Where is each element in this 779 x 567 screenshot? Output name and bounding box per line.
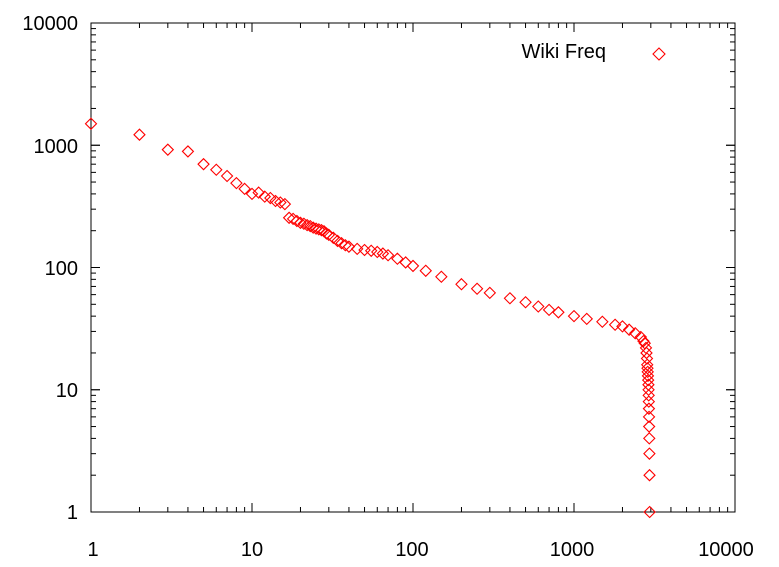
data-point xyxy=(634,330,648,344)
y-tick-label: 1000 xyxy=(34,136,79,158)
x-tick-label: 100 xyxy=(395,539,428,561)
series-points xyxy=(84,117,656,519)
data-point xyxy=(320,227,333,240)
data-point xyxy=(278,197,292,211)
x-tick-label: 1000 xyxy=(550,539,595,561)
data-point xyxy=(381,248,395,262)
y-tick-label: 100 xyxy=(45,258,78,280)
data-point xyxy=(350,242,364,256)
data-point xyxy=(470,282,484,296)
data-point xyxy=(643,505,656,519)
data-point xyxy=(519,295,532,309)
data-point xyxy=(503,292,517,305)
y-axis-tick-labels: 1 10 100 1000 10000 xyxy=(22,13,78,524)
plot-frame xyxy=(90,22,736,513)
data-point xyxy=(643,432,656,445)
x-axis-tick-labels: 1 10 100 1000 10000 xyxy=(87,539,753,561)
legend: Wiki Freq xyxy=(522,41,666,63)
data-point xyxy=(245,187,259,201)
data-point xyxy=(637,334,650,348)
data-point xyxy=(230,176,243,190)
data-point xyxy=(455,277,468,291)
legend-label: Wiki Freq xyxy=(522,41,606,63)
data-point xyxy=(274,196,287,209)
x-tick-label: 10 xyxy=(241,539,263,561)
data-point xyxy=(483,286,497,300)
data-point xyxy=(300,218,314,232)
axis-ticks xyxy=(90,22,736,513)
data-point xyxy=(335,236,348,250)
data-point xyxy=(84,117,98,131)
data-point xyxy=(643,468,656,482)
data-point xyxy=(419,264,433,278)
data-point xyxy=(641,365,654,379)
data-point xyxy=(391,252,404,265)
data-point xyxy=(642,402,656,415)
data-point xyxy=(181,145,195,158)
data-point xyxy=(640,346,653,360)
data-point xyxy=(303,219,317,233)
data-point xyxy=(133,128,146,141)
data-point xyxy=(238,182,251,196)
data-point xyxy=(197,157,210,171)
data-point xyxy=(567,309,581,323)
data-point xyxy=(642,410,656,424)
data-point xyxy=(406,259,420,273)
data-point xyxy=(622,323,636,336)
data-point xyxy=(342,240,356,253)
data-point xyxy=(376,247,390,260)
data-point xyxy=(290,214,304,228)
data-point xyxy=(580,312,594,326)
data-point xyxy=(331,234,344,248)
data-point xyxy=(641,369,655,383)
data-point xyxy=(399,256,412,269)
x-tick-label: 10000 xyxy=(698,539,754,561)
data-point xyxy=(616,320,629,333)
data-point xyxy=(282,211,296,225)
data-point xyxy=(642,389,655,402)
data-point xyxy=(640,352,654,365)
y-tick-label: 10 xyxy=(56,380,78,402)
data-point xyxy=(161,143,175,156)
data-point xyxy=(435,270,448,284)
data-point xyxy=(315,223,328,237)
data-point xyxy=(542,303,556,317)
data-point xyxy=(552,306,565,319)
data-point xyxy=(269,194,282,208)
data-point xyxy=(628,326,642,340)
data-point xyxy=(641,361,654,375)
legend-marker-icon xyxy=(652,47,666,61)
data-point xyxy=(294,216,307,230)
data-point xyxy=(339,238,352,252)
data-point xyxy=(641,373,655,387)
data-point xyxy=(210,163,223,177)
data-point xyxy=(642,420,656,433)
data-point xyxy=(297,217,311,231)
y-tick-label: 1 xyxy=(67,502,78,524)
data-point xyxy=(596,315,609,329)
data-point xyxy=(643,447,656,460)
data-point xyxy=(608,318,622,332)
data-point xyxy=(264,191,277,205)
data-point xyxy=(642,395,656,408)
data-point xyxy=(252,186,265,199)
data-point xyxy=(220,169,234,183)
y-tick-label: 10000 xyxy=(22,13,78,35)
data-point xyxy=(532,300,545,313)
data-point xyxy=(642,383,655,397)
data-point xyxy=(286,212,300,226)
x-tick-label: 1 xyxy=(87,539,98,561)
